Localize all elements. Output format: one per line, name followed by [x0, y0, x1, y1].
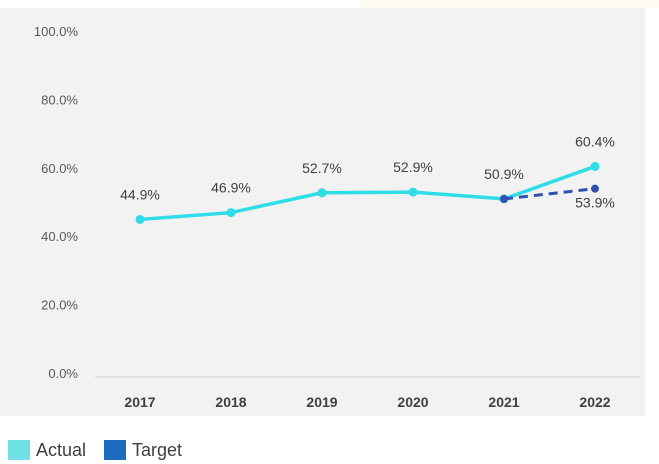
legend: Actual Target — [8, 438, 194, 462]
top-strip — [360, 0, 659, 8]
legend-swatch-target — [104, 440, 127, 460]
actual-data-label: 46.9% — [211, 180, 251, 196]
y-tick-label: 0.0% — [48, 366, 78, 381]
y-tick-label: 40.0% — [41, 229, 78, 244]
plot-area — [0, 8, 645, 416]
y-tick-label: 80.0% — [41, 92, 78, 107]
target-data-label: 53.9% — [575, 195, 615, 211]
actual-data-label: 60.4% — [575, 133, 615, 149]
legend-item-actual: Actual — [8, 440, 86, 461]
legend-item-target: Target — [104, 440, 182, 461]
actual-point — [226, 208, 236, 218]
actual-point — [590, 161, 600, 171]
actual-data-label: 52.7% — [302, 160, 342, 176]
x-tick-label: 2020 — [397, 394, 428, 410]
x-tick-label: 2018 — [215, 394, 246, 410]
actual-data-label: 44.9% — [120, 186, 160, 202]
actual-data-label: 50.9% — [484, 166, 524, 182]
y-tick-label: 60.0% — [41, 161, 78, 176]
actual-data-label: 52.9% — [393, 159, 433, 175]
legend-label-target: Target — [132, 439, 183, 460]
target-point — [500, 194, 508, 203]
actual-point — [135, 214, 145, 224]
x-tick-label: 2022 — [579, 394, 610, 410]
y-tick-label: 100.0% — [34, 24, 79, 39]
target-point — [591, 184, 599, 193]
actual-series-line — [139, 164, 596, 222]
actual-point — [408, 187, 418, 197]
y-tick-label: 20.0% — [41, 298, 78, 313]
actual-point — [317, 188, 327, 198]
legend-swatch-actual — [8, 440, 30, 460]
x-tick-label: 2017 — [124, 394, 155, 410]
x-tick-label: 2021 — [488, 394, 519, 410]
legend-label-actual: Actual — [36, 439, 87, 460]
x-tick-label: 2019 — [306, 394, 337, 410]
target-series-line — [503, 187, 596, 201]
